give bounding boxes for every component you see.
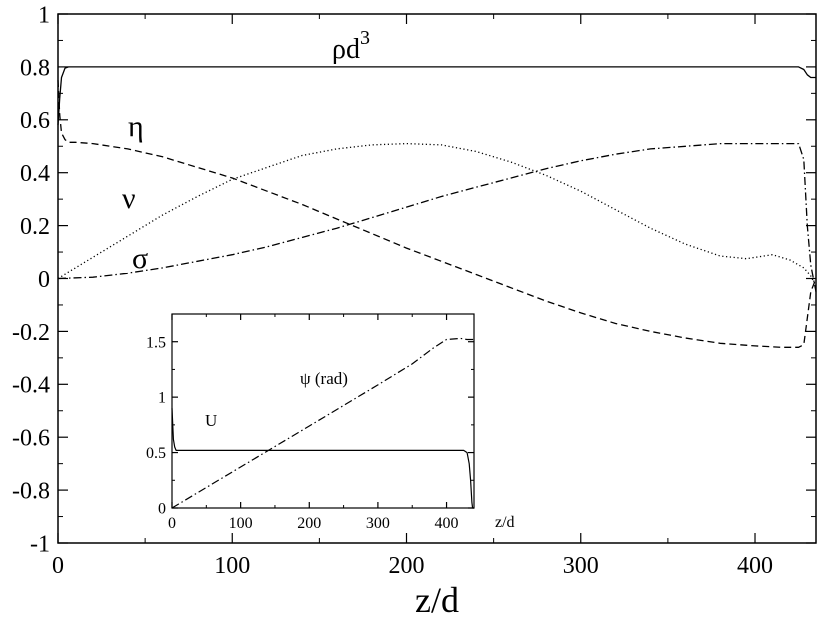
x-tick-label: 0: [52, 553, 64, 579]
y-tick-label: 0.2: [20, 214, 50, 240]
x-tick-label: 300: [563, 553, 599, 579]
x-tick-label: 100: [214, 553, 250, 579]
main-annotation-rho-sup: 3: [360, 27, 370, 49]
main-annotation-nu: ν: [122, 182, 136, 215]
y-tick-label: 0.6: [20, 108, 50, 134]
y-tick-label: 0: [38, 267, 50, 293]
y-tick-label: -0.6: [12, 426, 50, 452]
y-tick-label: 0.4: [20, 161, 50, 187]
y-tick-label: -1: [30, 531, 50, 557]
y-tick-label: 1: [158, 390, 166, 407]
y-tick-label: -0.4: [12, 373, 50, 399]
main-ticks: 0 100 200 300 400-1-0.8-0.6-0.4-0.200.20.40.…: [12, 2, 816, 579]
main-chart: 0 100 200 300 400-1-0.8-0.6-0.4-0.200.20.40.…: [12, 2, 817, 620]
y-tick-label: 0: [158, 501, 166, 518]
series-line-dotted: [57, 142, 817, 287]
inset-annotation-u: U: [205, 411, 217, 430]
x-tick-label: 400: [435, 515, 459, 532]
main-series: [57, 66, 817, 348]
series-line-dashdot: [57, 142, 817, 292]
x-tick-label: 100: [229, 515, 253, 532]
main-annotation-sigma: σ: [132, 242, 148, 275]
y-tick-label: 0.8: [20, 55, 50, 81]
inset-x-axis-label: z/d: [495, 514, 515, 531]
series-line-dashdot: [171, 337, 474, 509]
y-tick-label: 0.5: [146, 445, 166, 462]
main-annotation-eta: η: [128, 110, 144, 143]
y-tick-label: -0.2: [12, 320, 50, 346]
inset-background: [166, 314, 474, 508]
series-line-solid: [171, 408, 474, 509]
inset-ticks: 0 100 200 300 400 0 0.5 1 1.5: [146, 314, 474, 532]
y-tick-label: 1: [38, 2, 50, 28]
series-line-dashed: [57, 80, 817, 348]
x-tick-label: 300: [366, 515, 390, 532]
series-line-solid: [57, 66, 816, 126]
inset-annotation-psi: ψ (rad): [300, 369, 348, 388]
inset-chart: 0 100 200 300 400 0 0.5 1 1.5 ψ (rad) U z/d: [146, 313, 515, 532]
x-tick-label: 0: [168, 515, 176, 532]
inset-plot-frame: [171, 313, 475, 509]
y-tick-label: -0.8: [12, 479, 50, 505]
x-tick-label: 200: [297, 515, 321, 532]
main-annotation-rho: ρd3: [332, 27, 370, 65]
x-tick-label: 200: [389, 553, 425, 579]
x-tick-label: 400: [737, 553, 773, 579]
inset-series: [171, 337, 474, 509]
main-x-axis-label: z/d: [415, 580, 459, 620]
y-tick-label: 1.5: [146, 334, 166, 351]
